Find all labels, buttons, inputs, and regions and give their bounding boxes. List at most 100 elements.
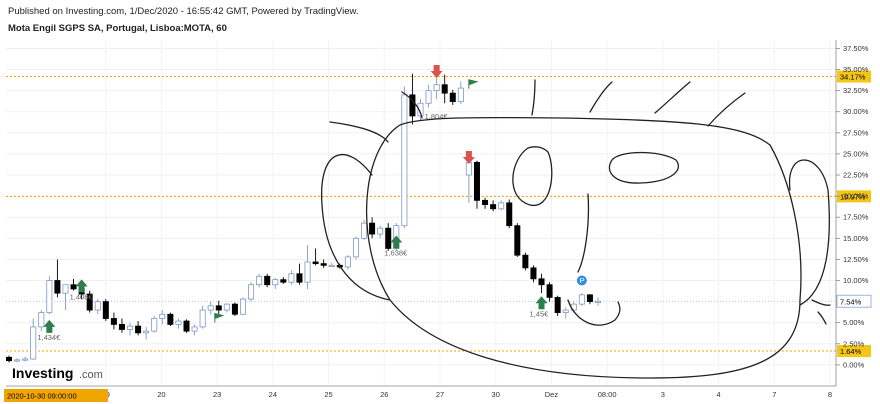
candle-body [595, 300, 602, 303]
y-tick-label: 0.00% [843, 360, 865, 369]
x-tick-label: 23 [213, 390, 221, 399]
y-tick-label: 27.50% [843, 128, 869, 137]
candle-body [506, 202, 513, 227]
y-tick-label: 30.00% [843, 107, 869, 116]
candle-body [401, 94, 408, 227]
candle-body [183, 320, 190, 332]
candle-body [22, 358, 29, 361]
candle-body [377, 227, 384, 235]
candle-body [159, 313, 166, 319]
x-start-label: 2020-10-30 09:00:00 [7, 392, 77, 401]
candle-body [530, 267, 537, 280]
candle-body [175, 320, 182, 325]
candle-body [385, 227, 392, 249]
x-tick-label: 08:00 [598, 390, 617, 399]
candle-body [127, 325, 134, 330]
level-badge [837, 70, 871, 83]
candle-body [562, 309, 569, 313]
candle-body [449, 92, 456, 103]
candle-body [344, 256, 351, 268]
candle-body [167, 313, 174, 325]
y-tick-label: 5.00% [843, 318, 865, 327]
candle-body [369, 222, 376, 235]
candle-body [199, 309, 206, 328]
x-tick-label: 25 [324, 390, 332, 399]
candle-body [248, 284, 255, 300]
candle-body [256, 275, 263, 286]
candle-body [586, 294, 593, 303]
candle-body [417, 102, 424, 117]
trade-price-label: 1,638€ [384, 249, 408, 258]
candle-body [264, 275, 271, 286]
y-tick-label: 20.00% [843, 192, 869, 201]
candle-body [207, 305, 214, 311]
y-tick-label: 37.50% [843, 44, 869, 53]
x-tick-label: 3 [661, 390, 665, 399]
candle-body [546, 284, 553, 298]
p-marker-letter: P [580, 276, 585, 285]
candle-body [490, 204, 497, 210]
candle-body [94, 301, 101, 311]
candle-body [143, 330, 150, 334]
grid [6, 40, 836, 386]
p-marker-icon [576, 275, 587, 286]
candle-body [280, 279, 287, 283]
candle-body [14, 359, 21, 362]
candle-body [30, 326, 37, 360]
candle-body [578, 294, 585, 305]
trade-price-label: 1,434€ [37, 333, 61, 342]
x-tick-label: 7 [772, 390, 776, 399]
candle-body [38, 312, 45, 328]
chart-title: Mota Engil SGPS SA, Portugal, Lisboa:MOT… [8, 23, 227, 34]
buy-arrow-icon [390, 235, 403, 249]
flag-icon [468, 79, 479, 89]
candle-body [320, 263, 327, 266]
candle-body [482, 199, 489, 205]
trade-price-label: 1,804€ [425, 112, 449, 121]
candle-body [215, 305, 222, 311]
flag-icon [214, 312, 225, 323]
candle-body [118, 323, 125, 330]
investing-logo: Investing .com [12, 365, 103, 381]
level-label: 19.97% [840, 192, 866, 201]
candle-body [457, 87, 464, 103]
candle-body [312, 261, 319, 265]
candle-body [70, 284, 77, 290]
candle-body [409, 94, 416, 117]
candle-body [425, 90, 432, 104]
candle-body [62, 284, 69, 294]
y-axis: 37.50% 35.00% 32.50% 30.00% 27.50% 25.00% 22.5… [835, 40, 869, 386]
candle-body [231, 303, 238, 315]
candle-body [498, 202, 505, 210]
y-tick-label: 2.50% [843, 339, 865, 348]
candle-body [522, 254, 529, 269]
x-tick-label: 30 [492, 390, 500, 399]
x-tick-label: Dez [545, 390, 559, 399]
candle-body [514, 225, 521, 256]
level-badge [837, 345, 871, 358]
candle-body [54, 280, 61, 294]
sell-arrow-icon [430, 64, 443, 78]
y-tick-label: 12.50% [843, 255, 869, 264]
logo-main: Investing [12, 365, 73, 381]
level-badge [837, 190, 871, 203]
price-levels: 34.17% 19.97% 1.64% 7.54% [6, 70, 872, 358]
trade-marks: 1,434€ 1,408€ 1,638€ 1,45€ 1,804€ P [37, 64, 587, 342]
trade-price-label: 1,408€ [70, 292, 94, 301]
candle-body [102, 301, 109, 319]
candle-body [223, 303, 230, 311]
y-tick-label: 35.00% [843, 65, 869, 74]
buy-arrow-icon [43, 319, 56, 333]
candle-body [361, 222, 368, 239]
candle-body [191, 326, 198, 332]
y-tick-label: 22.50% [843, 171, 869, 180]
x-tick-label: 4 [716, 390, 720, 399]
y-tick-label: 17.50% [843, 213, 869, 222]
candle-body [296, 273, 303, 283]
sell-arrow-icon [462, 151, 475, 165]
candles [6, 73, 602, 363]
candle-body [272, 279, 279, 286]
candle-body [46, 280, 53, 313]
x-start-badge [4, 389, 108, 402]
